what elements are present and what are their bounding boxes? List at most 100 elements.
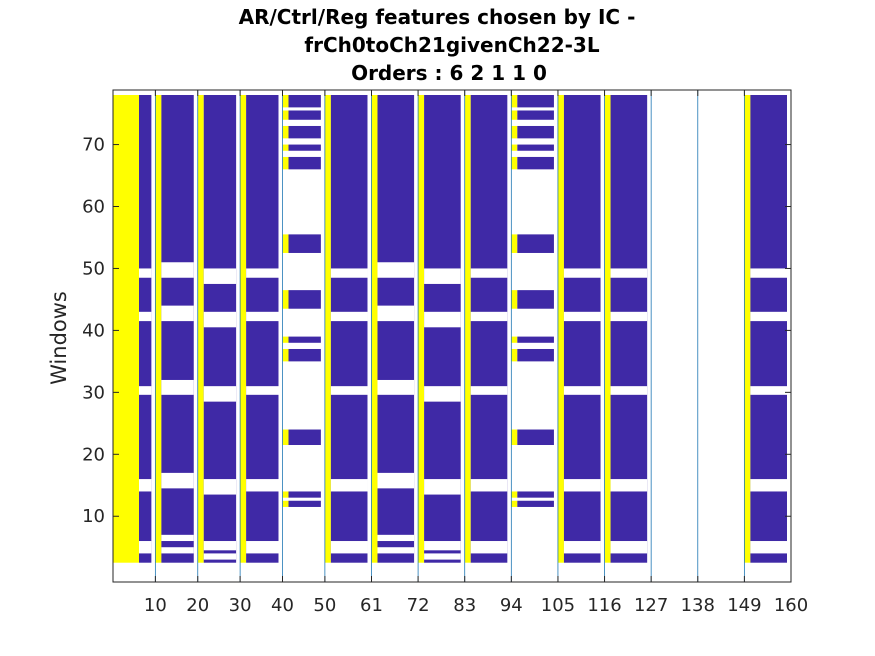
- heat-cell: [288, 491, 321, 498]
- group-11: [604, 95, 648, 563]
- heat-gap: [203, 553, 237, 560]
- heat-cell: [139, 95, 152, 563]
- axes-box: [112, 89, 792, 583]
- heat-gap: [750, 479, 787, 492]
- x-tick-label: 116: [587, 595, 621, 616]
- y-axis-label: Windows: [47, 291, 71, 385]
- heat-gap: [377, 262, 415, 278]
- x-tick-label: 149: [727, 595, 761, 616]
- heat-cell: [511, 500, 518, 507]
- heat-cell: [517, 234, 554, 253]
- x-tick-label: 20: [186, 595, 209, 616]
- heat-gap: [203, 268, 237, 284]
- heat-cell: [113, 95, 139, 563]
- heat-cell: [511, 234, 518, 253]
- heat-gap: [750, 541, 787, 554]
- heat-cell: [517, 348, 554, 362]
- heat-gap: [424, 479, 461, 495]
- heat-gap: [139, 541, 152, 554]
- group-8: [464, 95, 508, 563]
- y-tick-label: 70: [82, 135, 105, 156]
- y-tick-label: 60: [82, 197, 105, 218]
- heat-cell: [470, 95, 508, 563]
- heat-cell: [288, 429, 321, 446]
- group-7: [418, 95, 461, 563]
- heat-cell: [511, 110, 518, 120]
- x-tick-label: 105: [541, 595, 575, 616]
- heat-gap: [330, 268, 368, 278]
- x-tick-label: 61: [360, 595, 383, 616]
- group-14: [744, 95, 787, 563]
- heat-gap: [563, 268, 601, 278]
- heat-cell: [511, 95, 518, 108]
- heat-gap: [161, 547, 194, 554]
- heat-cell: [604, 95, 611, 563]
- heat-cell: [282, 348, 289, 362]
- x-tick-label: 50: [313, 595, 336, 616]
- heat-gap: [330, 541, 368, 554]
- heat-cell: [330, 95, 368, 563]
- heat-cell: [744, 95, 751, 563]
- heat-gap: [246, 479, 279, 492]
- heat-cell: [517, 336, 554, 343]
- heat-cell: [288, 95, 321, 108]
- y-tick-label: 40: [82, 320, 105, 341]
- x-tick-label: 127: [634, 595, 668, 616]
- heat-cell: [197, 95, 204, 563]
- group-10: [557, 95, 601, 563]
- heat-gap: [563, 541, 601, 554]
- x-tick-label: 10: [144, 595, 167, 616]
- heat-gap: [161, 262, 194, 278]
- heat-gap: [610, 311, 648, 322]
- x-tick-label: 72: [407, 595, 430, 616]
- chart-title-line-2: frCh0toCh21givenCh22-3L: [304, 33, 599, 57]
- heat-gap: [424, 268, 461, 284]
- group-1: [155, 95, 194, 563]
- x-tick-label: 138: [681, 595, 715, 616]
- heat-cell: [282, 95, 289, 108]
- heat-gap: [161, 534, 194, 542]
- heat-cell: [418, 95, 425, 563]
- heat-gap: [377, 379, 415, 395]
- y-tick-label: 20: [82, 444, 105, 465]
- heat-gap: [377, 534, 415, 542]
- heat-gap: [470, 479, 508, 492]
- group-0: [113, 95, 152, 563]
- heat-gap: [330, 479, 368, 492]
- heat-gap: [139, 386, 152, 395]
- heat-gap: [470, 386, 508, 395]
- heat-cell: [610, 95, 648, 563]
- heat-cell: [282, 336, 289, 343]
- y-tick-label: 10: [82, 506, 105, 527]
- heat-cell: [511, 125, 518, 139]
- heat-gap: [203, 479, 237, 495]
- heat-cell: [371, 95, 378, 563]
- heat-gap: [330, 311, 368, 322]
- heat-cell: [288, 234, 321, 253]
- heat-gap: [610, 541, 648, 554]
- heat-cell: [517, 290, 554, 309]
- heat-gap: [424, 386, 461, 402]
- heat-gap: [610, 386, 648, 395]
- heat-gap: [139, 311, 152, 322]
- heat-cell: [511, 290, 518, 309]
- heat-gap: [563, 386, 601, 395]
- heat-cell: [511, 429, 518, 446]
- chart-title-line-1: AR/Ctrl/Reg features chosen by IC -: [239, 5, 636, 29]
- heat-cell: [511, 144, 518, 151]
- heat-gap: [424, 311, 461, 328]
- heat-cell: [377, 95, 415, 563]
- heat-gap: [203, 386, 237, 402]
- heat-cell: [511, 491, 518, 498]
- heat-gap: [424, 541, 461, 551]
- heat-gap: [563, 311, 601, 322]
- group-5: [324, 95, 368, 563]
- heat-cell: [511, 336, 518, 343]
- x-tick-label: 83: [453, 595, 476, 616]
- heat-cell: [517, 125, 554, 139]
- heat-gap: [470, 268, 508, 278]
- heat-cell: [288, 156, 321, 170]
- chart-title-line-3: Orders : 6 2 1 1 0: [351, 61, 547, 85]
- heat-gap: [139, 479, 152, 492]
- heat-cell: [240, 95, 247, 563]
